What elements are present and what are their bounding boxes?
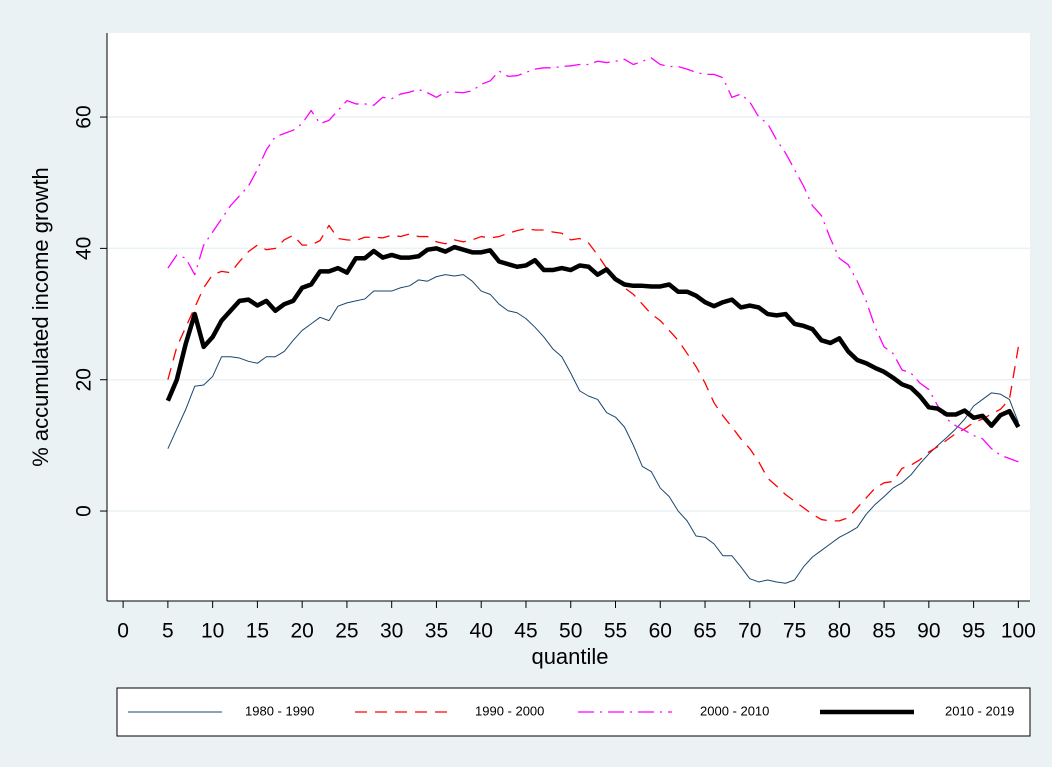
x-tick-label: 5	[162, 620, 174, 643]
x-tick-label: 20	[290, 620, 313, 643]
x-tick-label: 55	[604, 620, 627, 643]
x-tick-label: 80	[828, 620, 851, 643]
y-tick-label: 40	[73, 237, 96, 260]
plot-area	[107, 33, 1030, 601]
x-tick-label: 40	[470, 620, 493, 643]
legend-label: 1980 - 1990	[245, 703, 314, 718]
y-axis-title: % accumulated income growth	[28, 167, 53, 467]
x-tick-label: 65	[693, 620, 716, 643]
y-tick-label: 60	[73, 105, 96, 128]
y-tick-label: 0	[73, 505, 96, 517]
legend-label: 1990 - 2000	[475, 703, 544, 718]
x-tick-label: 75	[783, 620, 806, 643]
x-tick-label: 10	[201, 620, 224, 643]
x-tick-label: 60	[649, 620, 672, 643]
x-tick-label: 0	[117, 620, 129, 643]
series-line	[167, 224, 1020, 522]
x-tick-label: 90	[917, 620, 940, 643]
series-line	[167, 274, 1019, 584]
x-tick-label: 100	[1001, 620, 1036, 643]
x-axis-title: quantile	[531, 644, 608, 669]
x-tick-label: 95	[962, 620, 985, 643]
x-tick-label: 25	[335, 620, 358, 643]
x-tick-label: 45	[514, 620, 537, 643]
x-tick-label: 85	[872, 620, 895, 643]
x-tick-label: 30	[380, 620, 403, 643]
x-tick-label: 35	[425, 620, 448, 643]
x-tick-label: 70	[738, 620, 761, 643]
y-tick-label: 20	[73, 368, 96, 391]
legend-label: 2010 - 2019	[945, 703, 1014, 718]
legend-label: 2000 - 2010	[700, 703, 769, 718]
x-tick-label: 15	[246, 620, 269, 643]
series-line	[165, 244, 1021, 429]
series-line	[167, 57, 1019, 463]
x-tick-label: 50	[559, 620, 582, 643]
